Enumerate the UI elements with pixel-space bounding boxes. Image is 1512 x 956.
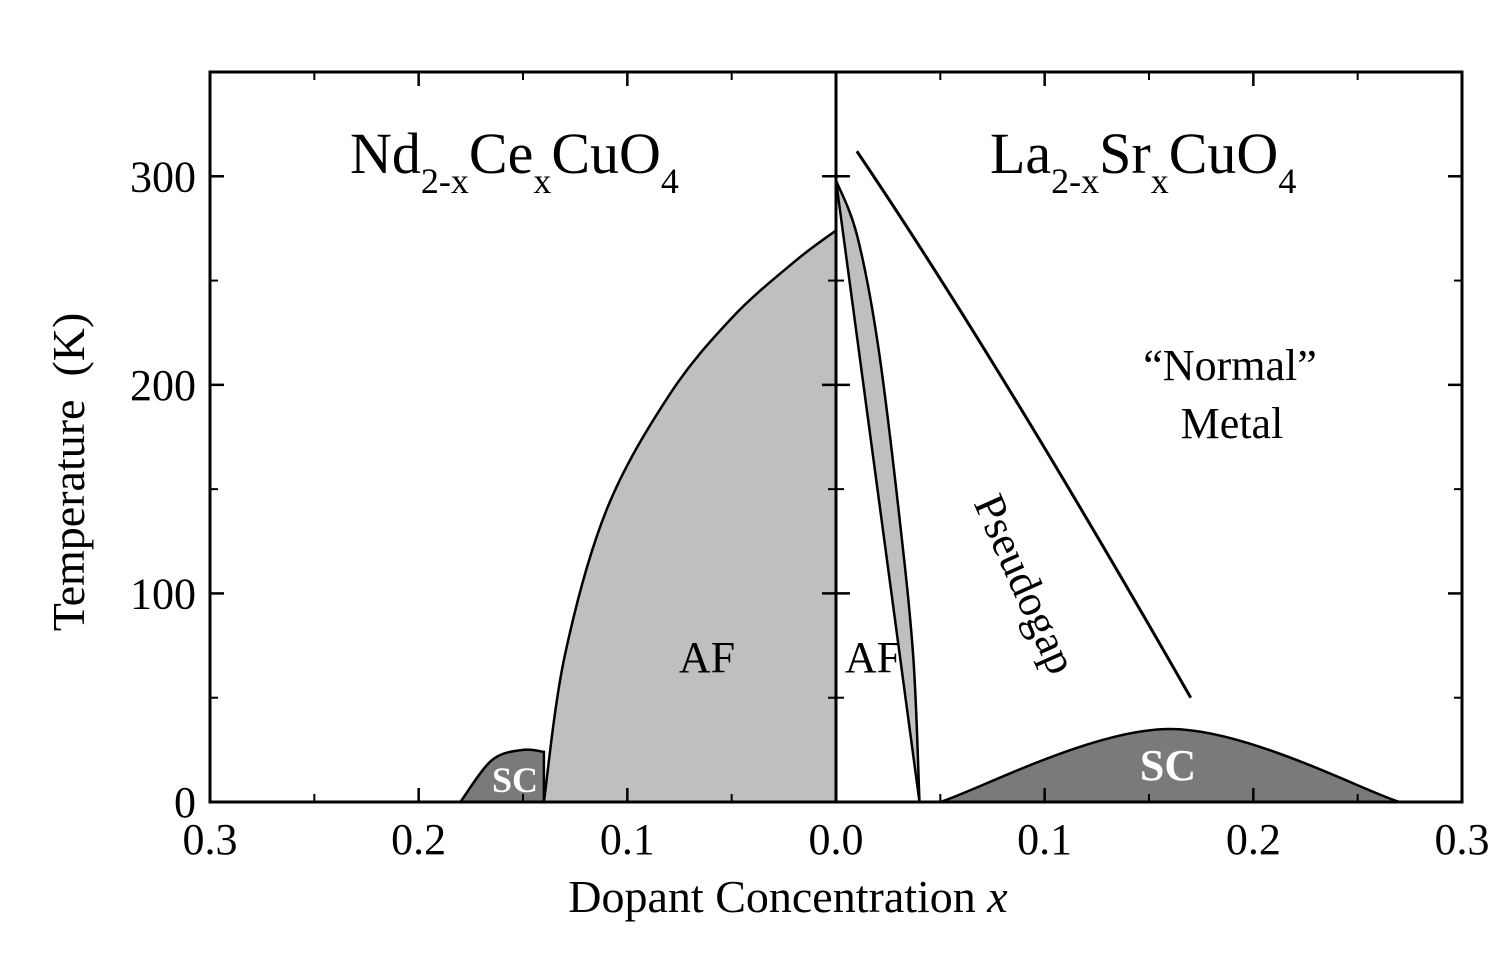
line-pseudogap-boundary bbox=[855, 150, 1193, 699]
title-right-part-1: La bbox=[990, 121, 1051, 186]
x-tick-label: 0.3 bbox=[183, 815, 238, 864]
regions-layer bbox=[457, 180, 1400, 804]
y-axis-title: Temperature (K) bbox=[43, 313, 94, 632]
region-af-left bbox=[542, 228, 838, 804]
title-left-part-6: 4 bbox=[661, 161, 679, 201]
region-label-sc-right: SC bbox=[1140, 741, 1196, 790]
title-right-part-4: x bbox=[1151, 161, 1169, 201]
region-sc-right bbox=[939, 727, 1400, 804]
y-tick-label: 0 bbox=[174, 778, 196, 827]
x-tick-label: 0.2 bbox=[391, 815, 446, 864]
region-label-sc-left: SC bbox=[492, 760, 538, 800]
y-tick-label: 300 bbox=[130, 152, 196, 201]
title-right-part-6: 4 bbox=[1278, 161, 1296, 201]
x-tick-label: 0.1 bbox=[1017, 815, 1072, 864]
y-tick-label: 200 bbox=[130, 361, 196, 410]
left-panel-compound-title: Nd2-xCexCuO4 bbox=[350, 121, 679, 201]
x-axis-title-text: Dopant Concentration bbox=[568, 871, 976, 922]
x-axis-title: Dopant Concentration x bbox=[568, 871, 1008, 922]
title-right-part-3: Sr bbox=[1099, 121, 1151, 186]
lines-layer bbox=[855, 150, 1193, 699]
x-tick-label: 0.0 bbox=[809, 815, 864, 864]
region-sc-left bbox=[457, 748, 546, 804]
region-label-af-right: AF bbox=[845, 633, 901, 682]
region-label-pseudogap: Pseudogap bbox=[964, 487, 1086, 681]
region-af-right bbox=[834, 180, 921, 803]
x-tick-label: 0.2 bbox=[1226, 815, 1281, 864]
region-label-metal: Metal bbox=[1181, 399, 1284, 448]
title-left-part-3: Ce bbox=[469, 121, 533, 186]
title-right-part-5: CuO bbox=[1169, 121, 1279, 186]
x-axis-title-var: x bbox=[986, 871, 1008, 922]
x-tick-label: 0.3 bbox=[1435, 815, 1490, 864]
title-left-part-2: 2-x bbox=[421, 161, 469, 201]
title-left-part-5: CuO bbox=[551, 121, 661, 186]
region-label-af-left: AF bbox=[679, 633, 735, 682]
title-left-part-1: Nd bbox=[350, 121, 421, 186]
title-left-part-4: x bbox=[533, 161, 551, 201]
x-tick-label: 0.1 bbox=[600, 815, 655, 864]
region-label-normal: “Normal” bbox=[1143, 341, 1316, 390]
title-right-part-2: 2-x bbox=[1051, 161, 1099, 201]
y-tick-label: 100 bbox=[130, 569, 196, 618]
right-panel-compound-title: La2-xSrxCuO4 bbox=[990, 121, 1296, 201]
